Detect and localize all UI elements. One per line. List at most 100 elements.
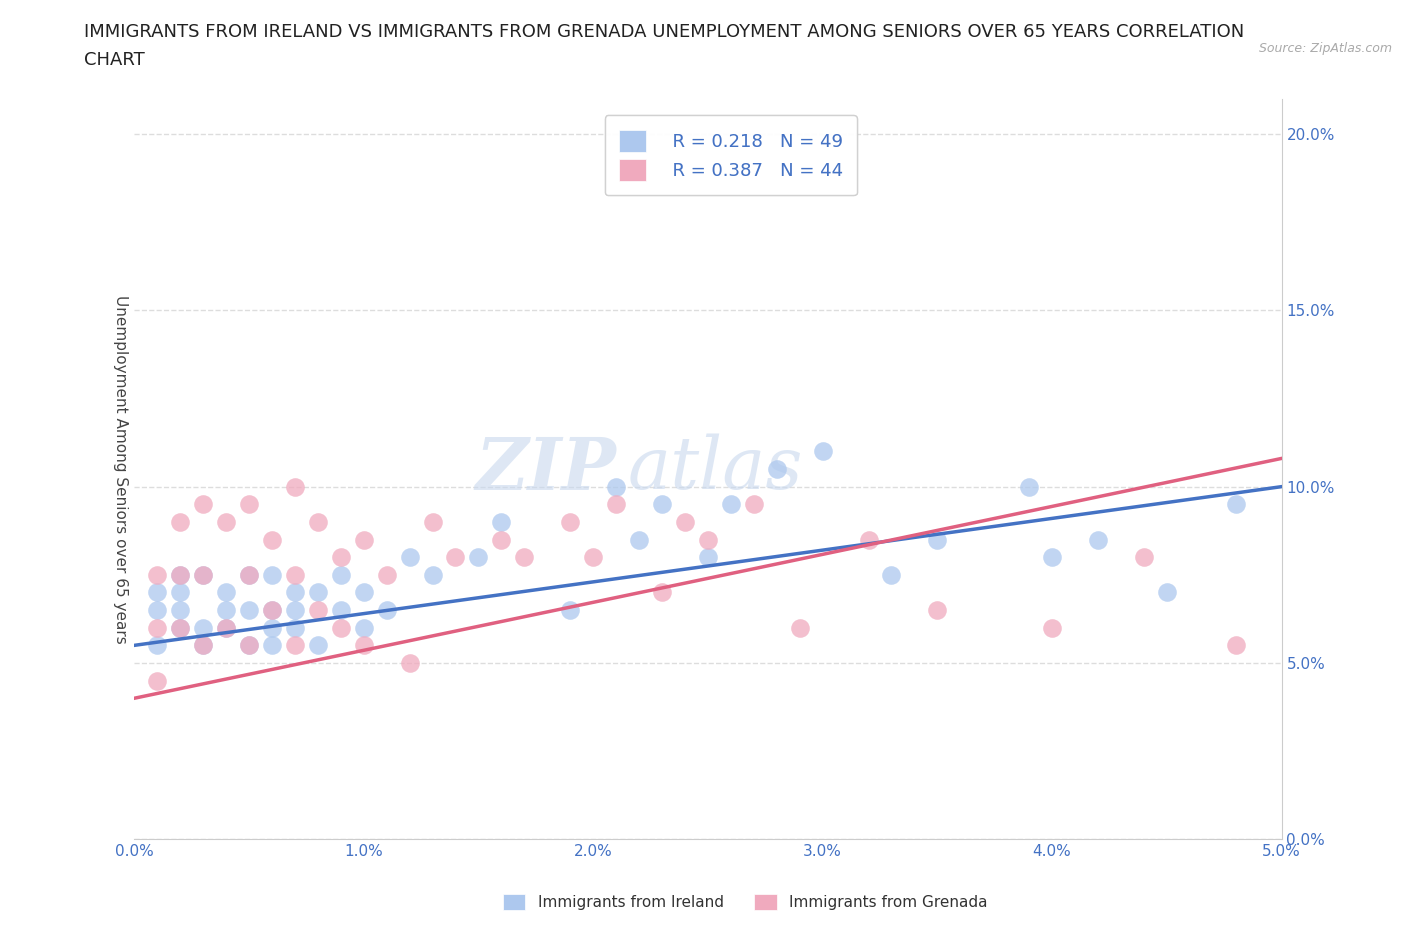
Point xyxy=(215,620,238,635)
Point xyxy=(238,638,260,653)
Point xyxy=(329,620,352,635)
Point xyxy=(307,514,329,529)
Point xyxy=(238,638,260,653)
Point xyxy=(513,550,536,565)
Point xyxy=(215,620,238,635)
Point xyxy=(284,567,307,582)
Point xyxy=(146,603,169,618)
Legend: Immigrants from Ireland, Immigrants from Grenada: Immigrants from Ireland, Immigrants from… xyxy=(495,886,995,918)
Point xyxy=(191,497,214,512)
Point xyxy=(260,603,283,618)
Point xyxy=(284,603,307,618)
Point xyxy=(260,620,283,635)
Y-axis label: Unemployment Among Seniors over 65 years: Unemployment Among Seniors over 65 years xyxy=(114,295,128,644)
Point xyxy=(673,514,696,529)
Point xyxy=(353,638,375,653)
Point xyxy=(238,567,260,582)
Point xyxy=(858,532,880,547)
Point xyxy=(651,497,673,512)
Point xyxy=(720,497,742,512)
Point xyxy=(169,567,191,582)
Point xyxy=(789,620,811,635)
Point xyxy=(927,603,949,618)
Point xyxy=(927,532,949,547)
Point xyxy=(169,585,191,600)
Point xyxy=(146,620,169,635)
Point xyxy=(605,497,627,512)
Point xyxy=(146,673,169,688)
Point xyxy=(880,567,903,582)
Point xyxy=(260,532,283,547)
Legend:   R = 0.218   N = 49,   R = 0.387   N = 44: R = 0.218 N = 49, R = 0.387 N = 44 xyxy=(605,115,858,195)
Point xyxy=(1087,532,1109,547)
Point xyxy=(191,567,214,582)
Point xyxy=(284,479,307,494)
Point xyxy=(169,620,191,635)
Point xyxy=(284,585,307,600)
Point xyxy=(215,514,238,529)
Point xyxy=(1018,479,1040,494)
Point xyxy=(146,638,169,653)
Text: CHART: CHART xyxy=(84,51,145,69)
Point xyxy=(260,603,283,618)
Point xyxy=(215,603,238,618)
Point xyxy=(491,514,513,529)
Point xyxy=(422,567,444,582)
Point xyxy=(444,550,467,565)
Point xyxy=(1040,550,1063,565)
Point xyxy=(329,550,352,565)
Point xyxy=(169,620,191,635)
Point xyxy=(375,567,398,582)
Point xyxy=(1225,497,1247,512)
Point xyxy=(353,620,375,635)
Point xyxy=(191,620,214,635)
Point xyxy=(353,532,375,547)
Point xyxy=(215,585,238,600)
Point xyxy=(742,497,765,512)
Point xyxy=(560,514,582,529)
Point xyxy=(582,550,605,565)
Text: IMMIGRANTS FROM IRELAND VS IMMIGRANTS FROM GRENADA UNEMPLOYMENT AMONG SENIORS OV: IMMIGRANTS FROM IRELAND VS IMMIGRANTS FR… xyxy=(84,23,1244,41)
Point xyxy=(238,497,260,512)
Text: atlas: atlas xyxy=(627,433,803,504)
Point xyxy=(191,638,214,653)
Point xyxy=(1133,550,1156,565)
Point xyxy=(398,550,420,565)
Point xyxy=(1156,585,1178,600)
Point xyxy=(284,638,307,653)
Point xyxy=(169,603,191,618)
Point xyxy=(467,550,489,565)
Point xyxy=(605,479,627,494)
Point xyxy=(146,585,169,600)
Point xyxy=(811,444,834,458)
Point xyxy=(422,514,444,529)
Point xyxy=(765,461,787,476)
Point xyxy=(169,514,191,529)
Point xyxy=(260,638,283,653)
Point xyxy=(260,567,283,582)
Point xyxy=(146,567,169,582)
Point xyxy=(560,603,582,618)
Point xyxy=(696,532,718,547)
Point xyxy=(696,550,718,565)
Point xyxy=(375,603,398,618)
Point xyxy=(651,585,673,600)
Point xyxy=(284,620,307,635)
Point xyxy=(353,585,375,600)
Point xyxy=(238,567,260,582)
Text: Source: ZipAtlas.com: Source: ZipAtlas.com xyxy=(1258,42,1392,55)
Point xyxy=(398,656,420,671)
Point xyxy=(329,603,352,618)
Point xyxy=(1225,638,1247,653)
Point xyxy=(628,532,651,547)
Point xyxy=(329,567,352,582)
Text: ZIP: ZIP xyxy=(475,433,616,504)
Point xyxy=(307,603,329,618)
Point xyxy=(307,585,329,600)
Point xyxy=(191,638,214,653)
Point xyxy=(238,603,260,618)
Point xyxy=(1040,620,1063,635)
Point xyxy=(307,638,329,653)
Point xyxy=(191,567,214,582)
Point xyxy=(491,532,513,547)
